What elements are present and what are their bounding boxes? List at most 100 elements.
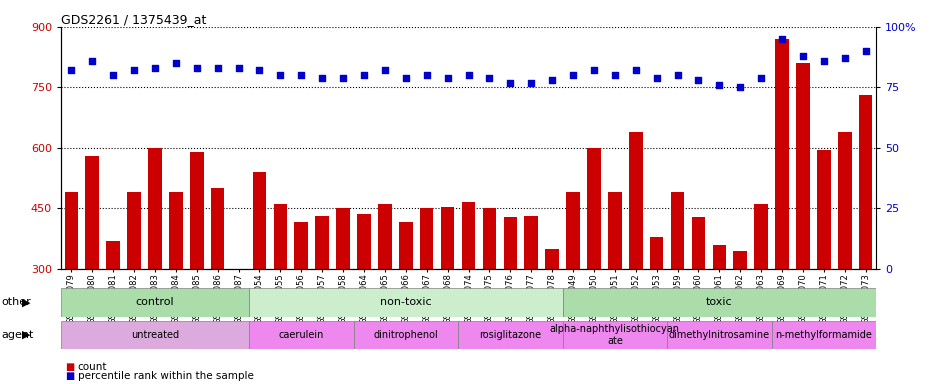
Bar xyxy=(253,172,266,269)
Point xyxy=(586,67,601,73)
Point xyxy=(837,55,852,61)
Point xyxy=(607,72,622,78)
Point xyxy=(314,74,329,81)
Point xyxy=(252,67,267,73)
Bar xyxy=(562,288,875,317)
Point xyxy=(732,84,747,91)
Bar xyxy=(562,321,666,349)
Text: control: control xyxy=(136,297,174,308)
Bar xyxy=(127,192,140,269)
Point xyxy=(795,53,810,59)
Point xyxy=(565,72,580,78)
Point xyxy=(126,67,141,73)
Point xyxy=(544,77,559,83)
Text: toxic: toxic xyxy=(705,297,732,308)
Text: rosiglitazone: rosiglitazone xyxy=(478,330,541,340)
Bar xyxy=(65,192,78,269)
Point xyxy=(503,79,518,86)
Point xyxy=(106,72,121,78)
Point xyxy=(147,65,162,71)
Bar xyxy=(353,321,458,349)
Text: n-methylformamide: n-methylformamide xyxy=(775,330,871,340)
Bar xyxy=(587,148,600,269)
Point xyxy=(627,67,642,73)
Bar xyxy=(440,207,454,269)
Bar xyxy=(503,217,517,269)
Bar xyxy=(565,192,579,269)
Point xyxy=(857,48,872,54)
Bar xyxy=(770,321,875,349)
Bar xyxy=(378,204,391,269)
Bar xyxy=(482,208,496,269)
Point xyxy=(356,72,371,78)
Point xyxy=(481,74,496,81)
Bar xyxy=(61,321,249,349)
Bar xyxy=(711,245,725,269)
Text: ▶: ▶ xyxy=(22,297,30,308)
Bar xyxy=(61,288,249,317)
Bar xyxy=(733,252,746,269)
Bar xyxy=(650,237,663,269)
Text: alpha-naphthylisothiocyan
ate: alpha-naphthylisothiocyan ate xyxy=(549,324,680,346)
Text: GDS2261 / 1375439_at: GDS2261 / 1375439_at xyxy=(61,13,206,26)
Point xyxy=(523,79,538,86)
Bar xyxy=(458,321,562,349)
Point xyxy=(669,72,684,78)
Bar xyxy=(190,152,203,269)
Point xyxy=(418,72,433,78)
Point xyxy=(189,65,204,71)
Bar xyxy=(294,222,308,269)
Point xyxy=(711,82,726,88)
Bar xyxy=(315,217,329,269)
Bar xyxy=(628,132,642,269)
Bar xyxy=(249,321,353,349)
Text: non-toxic: non-toxic xyxy=(380,297,431,308)
Text: dimethylnitrosamine: dimethylnitrosamine xyxy=(668,330,769,340)
Bar xyxy=(670,192,683,269)
Point xyxy=(398,74,413,81)
Text: count: count xyxy=(78,362,107,372)
Point xyxy=(168,60,183,66)
Bar xyxy=(249,288,562,317)
Point xyxy=(815,58,830,64)
Point xyxy=(210,65,225,71)
Point xyxy=(649,74,664,81)
Bar xyxy=(774,39,788,269)
Text: ▶: ▶ xyxy=(22,330,30,340)
Text: other: other xyxy=(2,297,32,308)
Point xyxy=(231,65,246,71)
Point xyxy=(461,72,475,78)
Point xyxy=(440,74,455,81)
Bar xyxy=(524,215,537,269)
Point xyxy=(377,67,392,73)
Bar xyxy=(837,132,851,269)
Bar xyxy=(858,95,871,269)
Bar xyxy=(545,249,558,269)
Text: ■: ■ xyxy=(66,362,75,372)
Text: caerulein: caerulein xyxy=(278,330,324,340)
Bar xyxy=(273,204,286,269)
Bar xyxy=(419,208,433,269)
Bar xyxy=(666,321,770,349)
Bar xyxy=(148,148,162,269)
Bar xyxy=(399,222,412,269)
Point xyxy=(690,77,705,83)
Text: percentile rank within the sample: percentile rank within the sample xyxy=(78,371,254,381)
Bar xyxy=(168,192,183,269)
Bar xyxy=(85,156,99,269)
Point xyxy=(294,72,309,78)
Bar xyxy=(211,188,225,269)
Text: agent: agent xyxy=(2,330,35,340)
Bar xyxy=(461,202,475,269)
Text: dinitrophenol: dinitrophenol xyxy=(373,330,438,340)
Bar xyxy=(816,150,829,269)
Bar xyxy=(357,214,371,269)
Text: untreated: untreated xyxy=(131,330,179,340)
Bar xyxy=(336,208,349,269)
Point xyxy=(335,74,350,81)
Bar xyxy=(691,217,705,269)
Text: ■: ■ xyxy=(66,371,75,381)
Bar xyxy=(753,204,768,269)
Point xyxy=(272,72,287,78)
Point xyxy=(64,67,79,73)
